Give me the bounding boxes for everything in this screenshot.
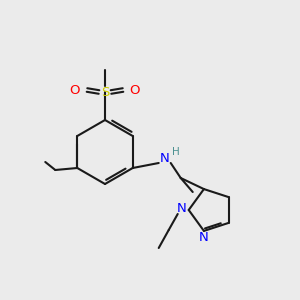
Text: O: O <box>130 83 140 97</box>
Text: O: O <box>70 83 80 97</box>
Text: N: N <box>199 231 209 244</box>
Text: N: N <box>177 202 187 214</box>
Text: H: H <box>172 147 180 157</box>
Text: N: N <box>160 152 169 166</box>
Text: S: S <box>101 85 109 98</box>
